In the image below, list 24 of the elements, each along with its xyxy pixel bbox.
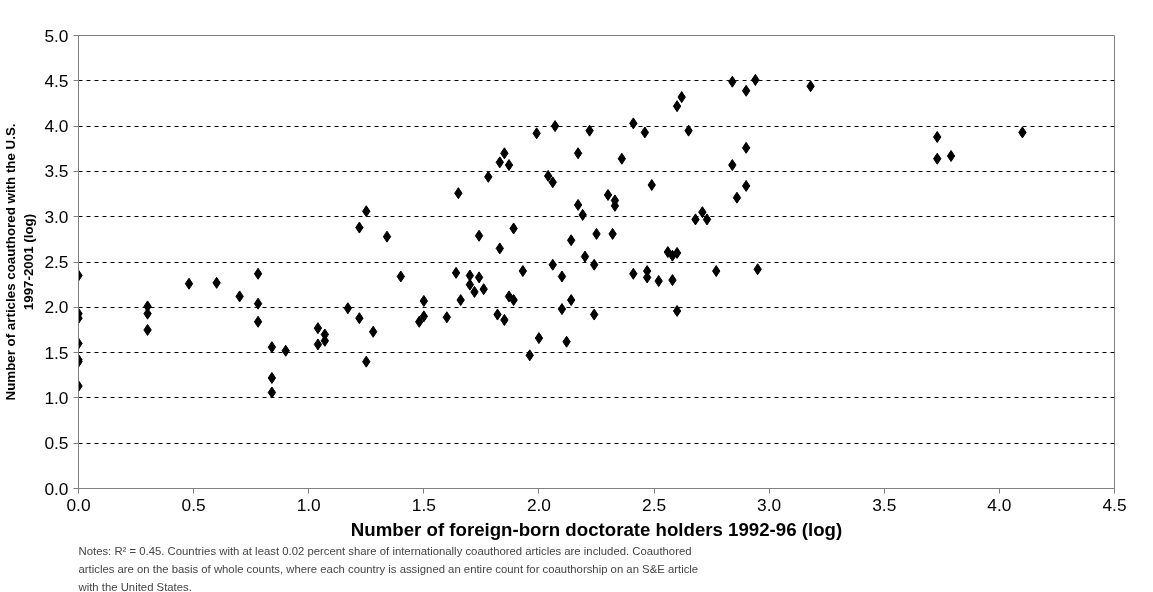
y-tick-label: 2.0	[44, 297, 69, 318]
y-tick-label: 0.0	[44, 478, 69, 499]
x-tick-label: 3.0	[757, 494, 782, 515]
y-tick-label: 3.5	[44, 161, 69, 182]
x-tick-label: 2.5	[642, 494, 667, 515]
y-tick-label: 0.5	[44, 433, 69, 454]
y-tick-label: 1.5	[44, 342, 69, 363]
x-axis-title: Number of foreign-born doctorate holders 1992-96 (log)	[350, 518, 843, 540]
y-tick-label: 1.0	[44, 387, 69, 408]
x-tick-label: 1.0	[296, 494, 321, 515]
x-tick-label: 0.0	[66, 494, 91, 515]
x-tick-label: 1.5	[411, 494, 436, 515]
y-tick-label: 5.0	[44, 25, 69, 46]
y-tick-label: 4.5	[44, 70, 69, 91]
y-tick-label: 2.5	[44, 252, 69, 272]
x-tick-label: 4.0	[987, 494, 1012, 515]
x-tick-label: 3.5	[872, 494, 897, 515]
y-axis-title: Number of articles coauthored with the U.S. 1997-2001 (log)	[3, 123, 37, 401]
y-tick-label: 4.0	[44, 116, 69, 137]
text: Notes: R² = 0.45. Countries with at least 0.02 percent share of internationally coauthored articles are included. Coauthored articles are on the basis of whole counts, where each country is assigned an entire count for coauthorship on an S&E article with the United States.	[77, 544, 699, 592]
x-tick-label: 2.0	[526, 494, 551, 515]
x-tick-label: 4.5	[1102, 494, 1127, 515]
x-tick-label: 0.5	[181, 494, 206, 515]
y-tick-label: 3.0	[44, 206, 69, 227]
